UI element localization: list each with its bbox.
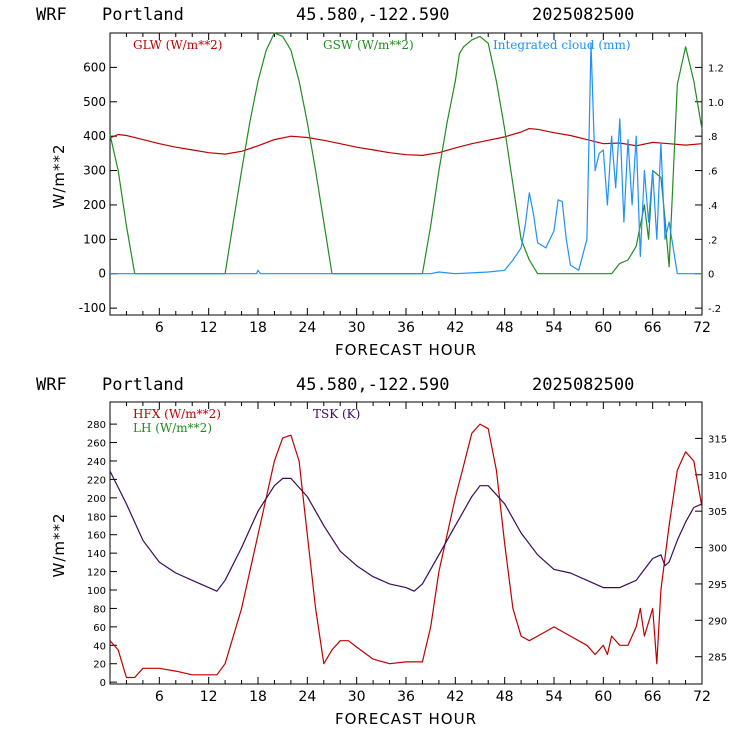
- top-xtick-label: 48: [496, 320, 514, 336]
- top-y2tick-label: 1.0: [708, 98, 724, 109]
- top-xtick-label: 30: [348, 320, 366, 336]
- top-legend-glw: GLW (W/m**2): [133, 38, 222, 52]
- top-ytick-label: 100: [83, 232, 106, 246]
- bottom-xtick-label: 24: [298, 689, 316, 705]
- bottom-ytick-label: 280: [87, 420, 106, 431]
- bottom-xtick-label: 6: [155, 689, 164, 705]
- bottom-ytick-label: 200: [87, 494, 106, 505]
- top-series-group: [109, 32, 703, 275]
- bottom-y2tick-label: 305: [708, 507, 727, 518]
- top-xlabel: FORECAST HOUR: [335, 341, 477, 359]
- bottom-xlabel: FORECAST HOUR: [335, 710, 477, 728]
- bottom-ytick-label: 240: [87, 457, 106, 468]
- top-y2tick-label: .4: [708, 201, 718, 212]
- top-ytick-label: 600: [83, 60, 106, 74]
- bottom-panel: WRF Portland 45.580,-122.590 2025082500 …: [36, 375, 727, 728]
- bottom-series-group: [109, 423, 703, 679]
- top-xtick-label: 12: [200, 320, 218, 336]
- bottom-ytick-label: 140: [87, 549, 106, 560]
- top-ytick-label: 300: [83, 164, 106, 178]
- bottom-ytick-label: 180: [87, 512, 106, 523]
- bottom-ytick-label: 120: [87, 568, 106, 579]
- top-series-gsw-line: [109, 32, 703, 275]
- bottom-xtick-label: 18: [249, 689, 267, 705]
- bottom-header-location: Portland: [102, 375, 184, 395]
- top-xtick-label: 24: [298, 320, 316, 336]
- bottom-header-coords: 45.580,-122.590: [296, 375, 450, 395]
- top-ytick-label: 0: [98, 267, 106, 281]
- bottom-y2tick-label: 315: [708, 434, 727, 445]
- bottom-y2tick-label: 295: [708, 580, 727, 591]
- bottom-xtick-label: 54: [545, 689, 563, 705]
- top-series-integrated-line: [110, 42, 702, 275]
- bottom-xtick-label: 30: [348, 689, 366, 705]
- top-xtick-label: 66: [644, 320, 662, 336]
- bottom-ytick-label: 220: [87, 475, 106, 486]
- top-header-location: Portland: [102, 5, 184, 25]
- top-y2tick-label: -.2: [708, 304, 721, 315]
- top-legend-gsw: GSW (W/m**2): [323, 38, 414, 52]
- bottom-y2tick-label: 310: [708, 471, 727, 482]
- top-header-coords: 45.580,-122.590: [296, 5, 450, 25]
- top-ytick-label: 400: [83, 129, 106, 143]
- bottom-ytick-label: 20: [93, 660, 106, 671]
- bottom-xtick-label: 12: [200, 689, 218, 705]
- bottom-xtick-label: 72: [693, 689, 711, 705]
- top-xtick-label: 36: [397, 320, 415, 336]
- bottom-header-date: 2025082500: [532, 375, 634, 395]
- top-ytick-label: 200: [83, 198, 106, 212]
- bottom-series-hfx-line: [109, 423, 703, 679]
- bottom-axes: 6 12 18 24 30 36 42 48 54 60 66 72 0 20 40 60 80 100 120 14…: [87, 402, 727, 705]
- top-xtick-label: 6: [155, 320, 164, 336]
- bottom-legend-hfx: HFX (W/m**2): [133, 407, 221, 421]
- top-xtick-label: 54: [545, 320, 563, 336]
- bottom-ytick-label: 160: [87, 531, 106, 542]
- top-xtick-label: 60: [594, 320, 612, 336]
- top-xtick-label: 42: [446, 320, 464, 336]
- top-legend-cloud: Integrated cloud (mm): [493, 38, 631, 52]
- top-xtick-label: 72: [693, 320, 711, 336]
- top-y2tick-label: .8: [708, 132, 718, 143]
- bottom-header-model: WRF: [36, 375, 67, 395]
- bottom-y2tick-label: 290: [708, 616, 727, 627]
- top-header-model: WRF: [36, 5, 67, 25]
- top-y2tick-label: .2: [708, 235, 718, 246]
- bottom-ylabel: W/m**2: [50, 512, 68, 577]
- bottom-plot-frame: [109, 401, 703, 685]
- bottom-y2tick-label: 285: [708, 653, 727, 664]
- top-ytick-label: -100: [79, 301, 106, 315]
- bottom-ytick-label: 0: [100, 678, 106, 689]
- bottom-legend-lh: LH (W/m**2): [133, 421, 212, 435]
- top-y2tick-label: .6: [708, 167, 718, 178]
- top-panel: WRF Portland 45.580,-122.590 2025082500 …: [36, 5, 724, 359]
- bottom-ytick-label: 40: [93, 641, 106, 652]
- bottom-y2tick-label: 300: [708, 544, 727, 555]
- top-series-glw-line: [109, 128, 703, 156]
- bottom-series-tsk-line: [109, 470, 703, 592]
- top-ylabel: W/m**2: [50, 143, 68, 208]
- bottom-xtick-label: 42: [446, 689, 464, 705]
- bottom-xtick-label: 48: [496, 689, 514, 705]
- top-y2tick-label: 1.2: [708, 63, 724, 74]
- bottom-ytick-label: 80: [93, 604, 106, 615]
- top-ytick-label: 500: [83, 95, 106, 109]
- bottom-ytick-label: 60: [93, 623, 106, 634]
- top-header-date: 2025082500: [532, 5, 634, 25]
- bottom-xtick-label: 36: [397, 689, 415, 705]
- bottom-ytick-label: 260: [87, 439, 106, 450]
- bottom-legend-tsk: TSK (K): [313, 407, 360, 421]
- top-axes: 6 12 18 24 30 36 42 48 54 60 66 72 -100 0 100 200 300 400…: [79, 33, 724, 336]
- bottom-xtick-label: 60: [594, 689, 612, 705]
- top-y2tick-label: 0: [708, 270, 714, 281]
- bottom-xtick-label: 66: [644, 689, 662, 705]
- top-xtick-label: 18: [249, 320, 267, 336]
- top-plot-frame: [109, 32, 703, 316]
- bottom-ytick-label: 100: [87, 586, 106, 597]
